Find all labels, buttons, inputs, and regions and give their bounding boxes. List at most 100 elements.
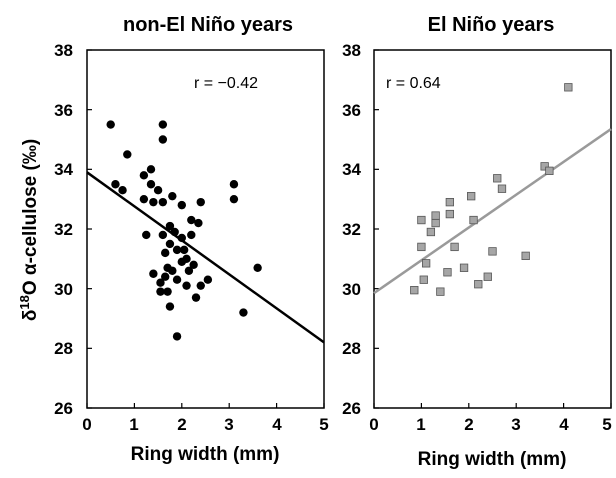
x-tick-label: 4 — [559, 415, 569, 434]
data-point — [196, 197, 205, 207]
panel-el-nino: El Niño years r = 0.64 38 36 34 32 30 28… — [342, 14, 612, 470]
data-point — [540, 162, 549, 171]
data-point — [177, 233, 186, 243]
y-tick-label: 32 — [342, 220, 361, 239]
data-point — [483, 272, 492, 281]
data-point — [177, 200, 186, 210]
data-point — [182, 254, 191, 264]
data-point — [165, 302, 175, 311]
data-point — [168, 266, 177, 275]
y-tick-label: 34 — [342, 160, 361, 179]
data-point — [445, 197, 454, 207]
data-point — [161, 272, 170, 281]
data-point — [469, 215, 478, 225]
y-tick-label: 26 — [342, 399, 361, 418]
data-point — [149, 269, 158, 278]
data-point — [170, 227, 179, 237]
data-point — [158, 230, 168, 240]
y-tick-label: 38 — [54, 41, 73, 60]
panel-non-el-nino: non-El Niño years r = −0.42 38 36 34 32 … — [17, 14, 329, 465]
plot-frame — [86, 49, 325, 409]
y-tick-label: 34 — [54, 160, 73, 179]
correlation-label: r = 0.64 — [386, 75, 441, 92]
data-point — [545, 166, 554, 175]
x-axis: 0 1 2 3 4 5 — [369, 415, 611, 434]
data-point — [123, 150, 132, 159]
data-point — [203, 275, 213, 284]
trend-line — [86, 171, 325, 344]
data-point — [410, 286, 419, 295]
y-tick-label: 28 — [54, 339, 73, 358]
data-point — [431, 218, 440, 228]
y-tick-label: 28 — [342, 339, 361, 358]
trend-line — [373, 128, 612, 295]
data-point — [156, 287, 165, 296]
data-point — [426, 227, 436, 237]
plot-frame — [373, 49, 612, 409]
x-tick-label: 1 — [129, 415, 138, 434]
data-point — [493, 174, 502, 183]
data-point — [196, 281, 205, 290]
x-tick-label: 3 — [511, 415, 520, 434]
data-point — [146, 180, 156, 189]
x-tick-label: 2 — [464, 415, 473, 434]
data-point — [156, 278, 165, 287]
x-tick-label: 0 — [369, 415, 378, 434]
y-tick-label: 36 — [54, 101, 73, 120]
data-point — [158, 135, 168, 144]
x-tick-label: 5 — [319, 415, 328, 434]
data-point — [139, 194, 149, 204]
data-point — [474, 280, 483, 289]
data-point — [168, 191, 177, 201]
data-point — [163, 287, 172, 296]
plot-area: 38 36 34 32 30 28 26 0 1 2 3 4 5 — [54, 41, 329, 434]
data-point — [182, 281, 191, 290]
data-point — [421, 259, 431, 268]
data-point — [189, 260, 198, 269]
correlation-label: r = −0.42 — [194, 75, 258, 92]
x-tick-label: 0 — [82, 415, 91, 434]
data-point — [417, 242, 426, 252]
chart-title: El Niño years — [428, 14, 555, 36]
y-tick-label: 36 — [342, 101, 361, 120]
y-tick-label: 32 — [54, 220, 73, 239]
y-axis-label-delta: δ — [20, 310, 41, 322]
data-point — [161, 248, 170, 258]
x-axis-label: Ring width (mm) — [418, 449, 567, 470]
data-point — [521, 251, 530, 261]
data-point — [146, 165, 156, 174]
data-point — [459, 263, 469, 272]
x-axis: 0 1 2 3 4 5 — [82, 415, 328, 434]
x-tick-label: 4 — [272, 415, 282, 434]
data-point — [436, 287, 445, 296]
data-point — [158, 120, 168, 129]
data-point — [253, 263, 262, 272]
data-point — [450, 242, 459, 252]
data-point — [419, 275, 428, 284]
data-point — [191, 293, 201, 302]
data-point — [443, 268, 452, 277]
x-tick-label: 2 — [177, 415, 186, 434]
chart-title: non-El Niño years — [123, 14, 293, 36]
data-point — [106, 120, 115, 129]
data-point — [153, 186, 163, 195]
y-tick-label: 38 — [342, 41, 361, 60]
data-point — [118, 186, 127, 195]
data-point — [187, 230, 196, 240]
x-tick-label: 5 — [602, 415, 611, 434]
data-point — [165, 239, 175, 249]
data-point — [184, 266, 194, 275]
data-point — [111, 180, 120, 189]
data-point — [187, 215, 196, 225]
data-point — [229, 180, 239, 189]
plot-area: 38 36 34 32 30 28 26 0 1 2 3 4 5 — [342, 41, 612, 434]
data-point — [158, 197, 168, 207]
data-point — [149, 197, 158, 207]
data-point — [194, 218, 203, 228]
y-tick-label: 30 — [54, 280, 73, 299]
x-tick-label: 3 — [224, 415, 233, 434]
y-tick-label: 30 — [342, 280, 361, 299]
y-axis: 38 36 34 32 30 28 26 — [54, 41, 73, 418]
y-axis-label-superscript: 18 — [17, 295, 32, 309]
